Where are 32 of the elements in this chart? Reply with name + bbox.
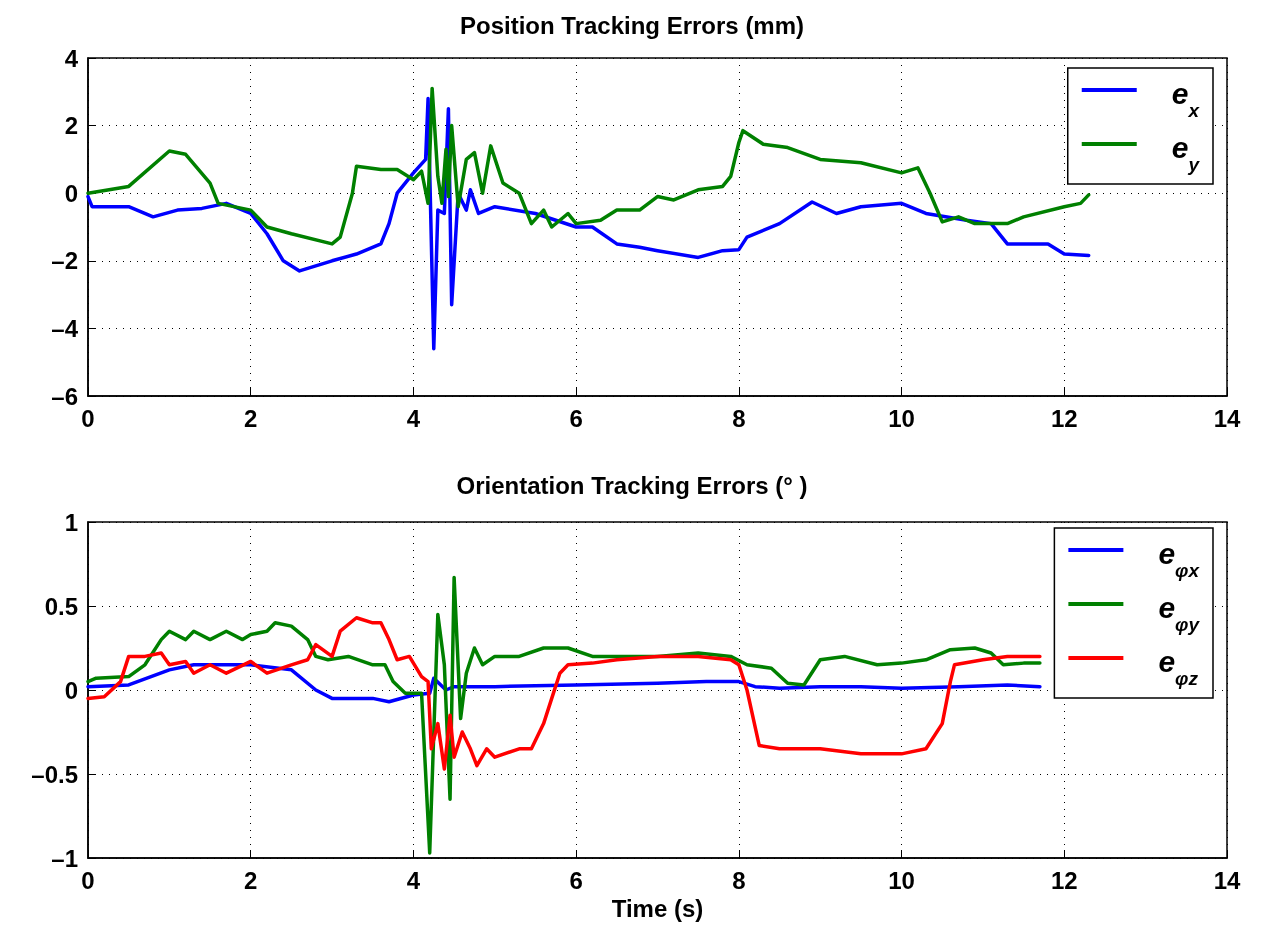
y-tick-label: –1 <box>51 844 78 872</box>
x-tick-label: 12 <box>1050 866 1078 894</box>
y-tick-label: 1 <box>64 508 78 536</box>
y-tick-label: –4 <box>51 314 79 342</box>
x-tick-label: 8 <box>732 866 746 894</box>
x-tick-label: 4 <box>406 404 421 432</box>
line-series <box>86 663 1042 704</box>
x-axis-title: Time (s) <box>611 895 704 923</box>
line-series <box>86 86 1091 246</box>
x-tick-label: 4 <box>406 866 421 894</box>
x-tick-label: 2 <box>244 404 258 432</box>
x-tick-label: 14 <box>1213 866 1241 894</box>
x-tick-label: 6 <box>569 866 583 894</box>
chart-title: Position Tracking Errors (mm) <box>459 11 805 39</box>
x-tick-label: 14 <box>1213 404 1241 432</box>
y-tick-label: 0 <box>64 179 78 207</box>
y-tick-label: 0 <box>64 676 78 704</box>
x-tick-label: 8 <box>732 404 746 432</box>
x-tick-label: 2 <box>244 866 258 894</box>
chart-title: Orientation Tracking Errors (° ) <box>456 471 808 499</box>
x-tick-label: 6 <box>569 404 583 432</box>
y-tick-label: –2 <box>51 247 78 275</box>
y-tick-label: 2 <box>64 112 78 140</box>
x-tick-label: 10 <box>888 866 915 894</box>
y-tick-label: 4 <box>64 44 79 72</box>
y-tick-label: –0.5 <box>31 760 78 788</box>
line-series <box>86 575 1042 855</box>
line-series <box>86 616 1042 771</box>
x-tick-label: 12 <box>1050 404 1078 432</box>
y-tick-label: 0.5 <box>44 592 78 620</box>
x-tick-label: 10 <box>888 404 915 432</box>
y-tick-label: –6 <box>51 382 78 410</box>
